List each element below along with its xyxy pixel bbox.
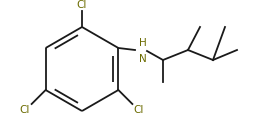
Text: N: N (139, 54, 147, 64)
Text: Cl: Cl (77, 0, 87, 10)
Text: Cl: Cl (19, 105, 30, 115)
Text: Cl: Cl (133, 105, 144, 115)
Text: H: H (139, 38, 147, 48)
